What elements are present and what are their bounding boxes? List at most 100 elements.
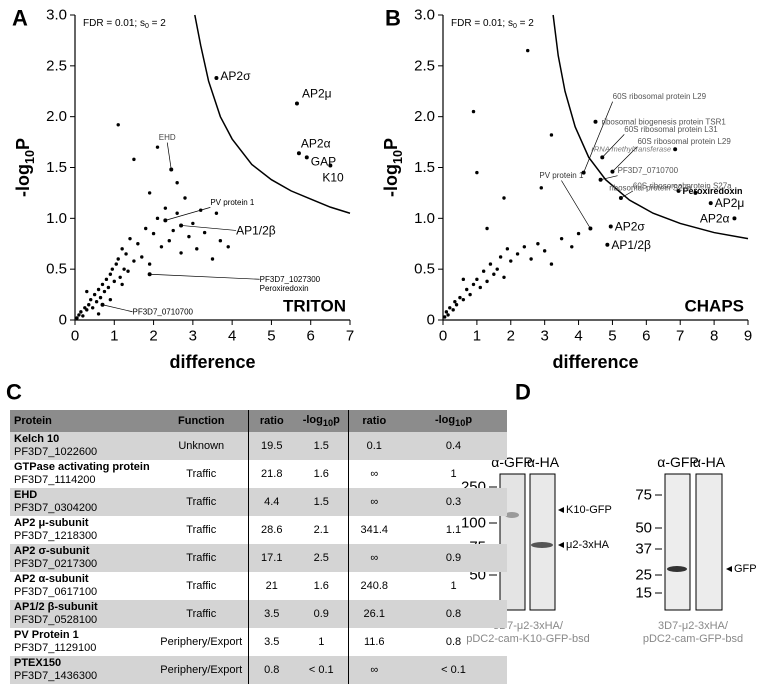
data-point — [559, 236, 564, 241]
point-label: PF3D7_0710700 — [618, 166, 679, 175]
data-point — [114, 262, 118, 266]
data-point — [87, 303, 91, 307]
y-tick-label: 2.0 — [414, 108, 435, 125]
x-tick-label: 6 — [642, 328, 650, 345]
value-cell: ∞ — [347, 460, 400, 488]
labeled-point — [605, 242, 610, 247]
data-point — [478, 285, 482, 290]
gene-id: PF3D7_1436300 — [14, 670, 98, 682]
table-row: Kelch 10 PF3D7_1022600 Unknown 19.5 1.5 0.1 0.… — [10, 432, 507, 460]
point-label: AP1/2β — [611, 238, 651, 252]
data-point — [122, 267, 126, 271]
protein-name: Kelch 10 — [14, 433, 60, 445]
annotation-part: = 2 — [517, 18, 534, 29]
data-point — [492, 272, 496, 276]
data-point — [475, 170, 479, 175]
y-tick-label: 3.0 — [414, 7, 435, 24]
header-cell: ratio — [247, 410, 295, 432]
data-point — [453, 300, 457, 304]
threshold-curve — [194, 14, 351, 214]
point-label: PF3D7_0710700 — [133, 307, 194, 316]
threshold-curve — [552, 14, 749, 240]
data-point — [147, 191, 152, 195]
data-point — [481, 269, 486, 273]
value-cell: 11.6 — [347, 628, 400, 656]
annotation: FDR = 0.01; s0 = 2 — [451, 18, 534, 31]
data-point — [102, 289, 107, 294]
value-cell: 2.5 — [295, 544, 348, 572]
data-point — [132, 259, 136, 263]
data-point — [79, 310, 83, 314]
data-point — [94, 300, 99, 304]
data-point — [77, 313, 81, 317]
data-point — [498, 255, 503, 259]
data-point — [108, 272, 113, 276]
data-point — [120, 247, 124, 251]
data-point — [471, 109, 476, 114]
function-cell: Periphery/Export — [155, 656, 248, 684]
marker-ticks — [655, 494, 662, 594]
function-cell: Periphery/Export — [160, 636, 243, 648]
protein-cell: GTPase activating protein PF3D7_1114200 — [10, 460, 155, 488]
point-label: 60S ribosomal protein L29 — [613, 92, 707, 101]
value-cell: 240.8 — [347, 572, 400, 600]
data-point — [468, 292, 472, 297]
y-tick-label: 2.5 — [46, 57, 67, 74]
value-cell: 0.8 — [400, 600, 507, 628]
point-label: PV protein 1 — [539, 171, 584, 180]
table-row: AP2 α-subunit PF3D7_0617100 Traffic 21 1.6 24… — [10, 572, 507, 600]
data-point — [195, 247, 199, 251]
data-point — [502, 196, 506, 200]
header-cell: Protein — [10, 410, 155, 432]
blot-band — [531, 542, 553, 548]
band-label: K10-GFP — [566, 504, 612, 516]
data-point — [226, 245, 230, 249]
x-tick-label: 0 — [439, 328, 447, 345]
corner-label: CHAPS — [684, 297, 744, 316]
data-point — [118, 275, 122, 279]
marker-label: 15 — [635, 585, 652, 602]
data-point — [144, 226, 148, 231]
value-cell: 341.4 — [347, 516, 400, 544]
marker-label: 25 — [635, 567, 652, 584]
gene-id: PF3D7_0304200 — [14, 502, 98, 514]
function-cell: Traffic — [186, 524, 217, 536]
value-cell: 3.5 — [247, 628, 295, 656]
point-label: AP2α — [700, 211, 730, 225]
leader-line — [612, 146, 638, 172]
value-cell: 1.6 — [313, 580, 329, 592]
value-cell: 0.8 — [247, 656, 295, 684]
data-point — [120, 282, 124, 287]
labeled-point — [708, 201, 713, 206]
annotation: FDR = 0.01; s0 = 2 — [83, 18, 166, 31]
table-row: AP2 μ-subunit PF3D7_1218300 Traffic 28.6 2.1… — [10, 516, 507, 544]
value-cell: 0.8 — [445, 636, 462, 648]
data-point — [108, 297, 113, 302]
header-part: p — [333, 413, 340, 426]
labeled-point — [608, 224, 613, 229]
data-point — [98, 295, 103, 300]
value-cell: 26.1 — [347, 600, 400, 628]
header-part: -log — [434, 413, 456, 426]
protein-cell: Kelch 10 PF3D7_1022600 — [10, 432, 155, 460]
point-label: AP2μ — [302, 86, 332, 100]
labeled-point — [304, 155, 309, 160]
value-cell: 4.4 — [247, 488, 295, 516]
data-point — [526, 48, 530, 53]
y-axis-title-sub: 10 — [23, 150, 37, 164]
point-label: 60S ribosomal protein L29 — [637, 137, 731, 146]
x-tick-label: 6 — [307, 328, 315, 345]
data-point — [183, 196, 187, 200]
data-point — [502, 275, 506, 279]
point-label: GAP — [311, 154, 336, 168]
data-point — [171, 228, 175, 233]
band-label: μ2-3xHA — [566, 539, 610, 551]
data-point — [136, 242, 140, 246]
data-point — [100, 282, 105, 287]
x-tick-label: 4 — [574, 328, 582, 345]
table-row: AP2 σ-subunit PF3D7_0217300 Traffic 17.1 2.5… — [10, 544, 507, 572]
protein-cell: EHD PF3D7_0304200 — [10, 488, 155, 516]
data-point — [471, 282, 476, 287]
value-cell: 1 — [450, 468, 457, 480]
